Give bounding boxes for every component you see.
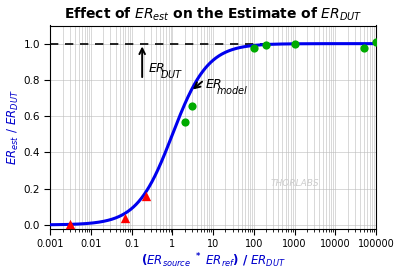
Text: $\mathbf{\mathit{model}}$: $\mathbf{\mathit{model}}$ xyxy=(216,84,249,96)
Point xyxy=(66,222,73,226)
X-axis label: $\mathbf{(}\mathbf{\mathit{ER}}_{\mathbf{\mathit{source}}}\ \mathbf{^*}\ \mathbf: $\mathbf{(}\mathbf{\mathit{ER}}_{\mathbf… xyxy=(141,252,286,270)
Text: THORLABS: THORLABS xyxy=(270,179,319,189)
Point xyxy=(251,46,257,50)
Point xyxy=(189,104,195,108)
Y-axis label: $\mathit{ER}_{est}\ /\ \mathit{ER}_{DUT}$: $\mathit{ER}_{est}\ /\ \mathit{ER}_{DUT}… xyxy=(6,89,21,165)
Text: $\mathbf{\mathit{DUT}}$: $\mathbf{\mathit{DUT}}$ xyxy=(160,68,183,79)
Point xyxy=(142,193,149,198)
Text: $\mathbf{\mathit{ER}}$: $\mathbf{\mathit{ER}}$ xyxy=(205,78,222,91)
Point xyxy=(122,216,129,220)
Text: $\mathbf{\mathit{ER}}$: $\mathbf{\mathit{ER}}$ xyxy=(148,62,165,75)
Point xyxy=(361,46,367,50)
Title: $\bf{Effect\ of\ }$$\mathbf{\mathit{ER}}_{\mathbf{\mathit{est}}}$$\bf{\ on\ the\: $\bf{Effect\ of\ }$$\mathbf{\mathit{ER}}… xyxy=(64,6,362,23)
Point xyxy=(373,40,379,44)
Point xyxy=(263,43,269,48)
Point xyxy=(292,41,298,46)
Point xyxy=(182,120,188,125)
